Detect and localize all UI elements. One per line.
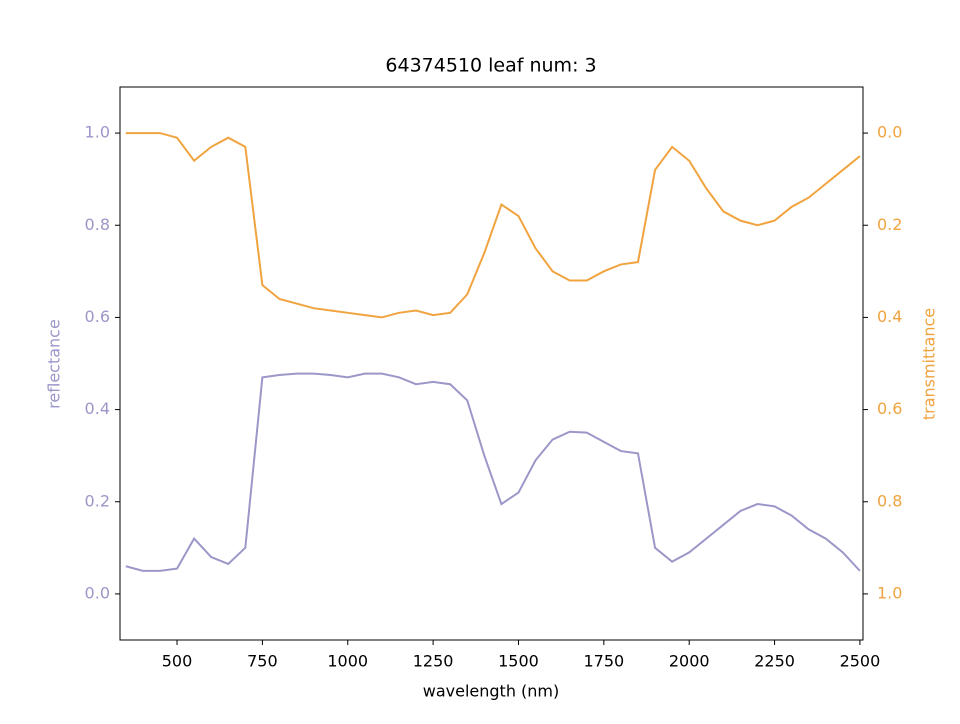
- series-line: [125, 132, 861, 319]
- x-tick-label: 1750: [583, 652, 624, 671]
- y2-tick-label: 0.6: [877, 399, 902, 418]
- plot-frame: [119, 86, 864, 641]
- y2-tick-label: 0.8: [877, 491, 902, 510]
- series-line: [125, 372, 861, 572]
- x-tick-label: 2250: [754, 652, 795, 671]
- chart-title: 64374510 leaf num: 3: [385, 55, 596, 77]
- y2-axis-label: transmittance: [920, 308, 939, 420]
- y-tick-label: 0.6: [85, 307, 110, 326]
- x-tick-label: 2000: [669, 652, 710, 671]
- y2-tick-label: 0.0: [877, 123, 902, 142]
- y-tick-label: 0.0: [85, 583, 110, 602]
- y2-tick-label: 0.4: [877, 307, 902, 326]
- y2-tick-label: 0.2: [877, 215, 902, 234]
- y-tick-label: 1.0: [85, 123, 110, 142]
- x-tick-label: 500: [162, 652, 193, 671]
- y-axis-label: reflectance: [45, 319, 64, 409]
- x-tick-label: 1250: [413, 652, 454, 671]
- x-axis-label: wavelength (nm): [423, 682, 560, 701]
- y2-tick-label: 1.0: [877, 583, 902, 602]
- y-tick-label: 0.8: [85, 215, 110, 234]
- x-tick-label: 1500: [498, 652, 539, 671]
- x-tick-label: 750: [247, 652, 278, 671]
- x-tick-label: 1000: [327, 652, 368, 671]
- x-tick-label: 2500: [840, 652, 881, 671]
- y-tick-label: 0.4: [85, 399, 110, 418]
- y-tick-label: 0.2: [85, 491, 110, 510]
